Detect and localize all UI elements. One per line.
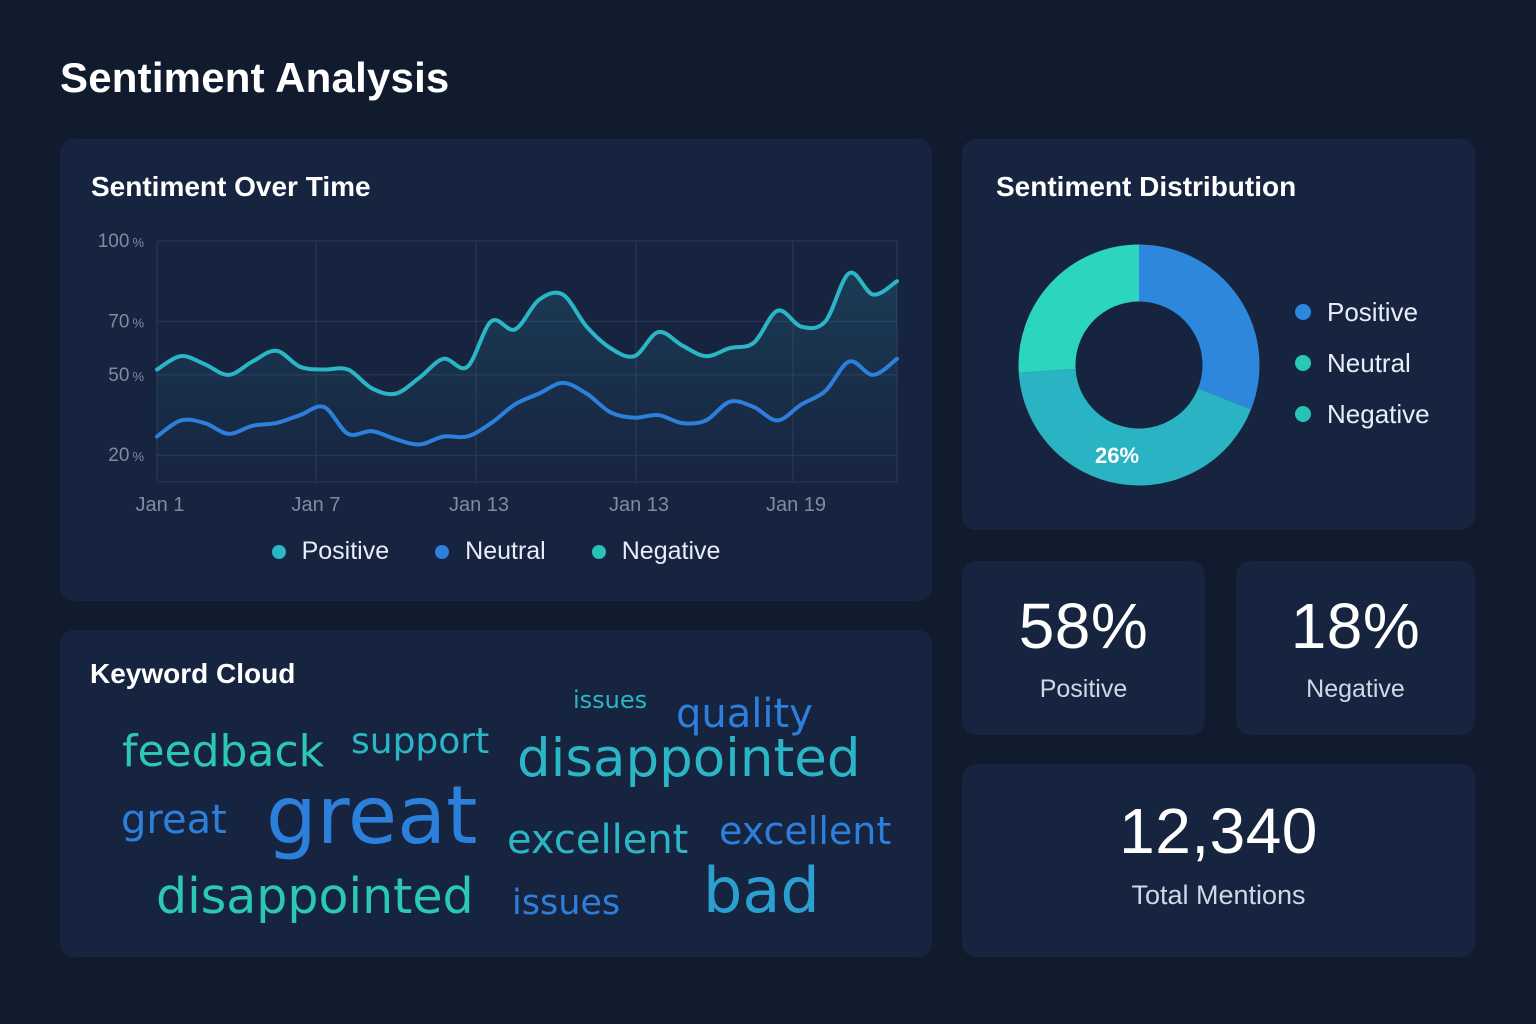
dist-legend-negative[interactable]: Negative [1295, 398, 1430, 429]
dist-legend-dot-negative [1295, 406, 1311, 422]
legend-dot-neutral [435, 544, 450, 559]
total-mentions-card: 12,340 Total Mentions [962, 764, 1475, 957]
dist-legend-neutral[interactable]: Neutral [1295, 347, 1430, 378]
sentiment-distribution-card: Sentiment Distribution 26% Positive Neut… [962, 139, 1475, 530]
sentiment-over-time-card: Sentiment Over Time 100% 70% 50% 20% Jan 1 Ja… [60, 139, 932, 601]
dist-legend-label-positive: Positive [1327, 296, 1419, 327]
distribution-legend: Positive Neutral Negative [1295, 296, 1430, 451]
donut-slice-neutral [1018, 367, 1252, 486]
keyword-word[interactable]: issues [512, 883, 621, 923]
donut-slice-negative [1018, 244, 1141, 373]
legend-dot-positive [271, 544, 286, 559]
keyword-word[interactable]: excellent [507, 817, 689, 863]
positive-kpi-value: 58% [1018, 590, 1149, 662]
dist-legend-dot-positive [1295, 304, 1311, 320]
dist-legend-label-neutral: Neutral [1327, 347, 1411, 378]
y-tick-label: 70% [108, 311, 144, 332]
series-line-positive [155, 270, 899, 397]
legend-item-positive[interactable]: Positive [271, 537, 390, 566]
keyword-word[interactable]: great [121, 797, 227, 843]
sentiment-distribution-title: Sentiment Distribution [996, 171, 1297, 202]
negative-kpi-card: 18% Negative [1236, 561, 1475, 735]
keyword-cloud-card: Keyword Cloud issues quality feedback su… [60, 630, 932, 957]
x-tick-label: Jan 13 [449, 494, 509, 516]
legend-label-negative: Negative [621, 537, 721, 565]
keyword-word[interactable]: issues [573, 686, 648, 714]
y-tick-label: 100% [98, 231, 145, 252]
legend-item-negative[interactable]: Negative [591, 537, 721, 566]
keyword-cloud-title: Keyword Cloud [90, 658, 296, 689]
dist-legend-label-negative: Negative [1327, 398, 1430, 429]
keyword-word[interactable]: feedback [122, 726, 325, 777]
keyword-word[interactable]: support [351, 721, 490, 762]
legend-label-positive: Positive [301, 537, 390, 565]
legend-item-neutral[interactable]: Neutral [435, 537, 546, 566]
total-mentions-value: 12,340 [1119, 795, 1318, 867]
total-mentions-label: Total Mentions [1131, 880, 1306, 910]
negative-kpi-label: Negative [1306, 675, 1405, 703]
dist-legend-dot-neutral [1295, 355, 1311, 371]
x-tick-label: Jan 1 [136, 494, 185, 516]
sentiment-donut-chart: 26% [1018, 244, 1260, 486]
trend-legend: Positive Neutral Negative [60, 537, 932, 566]
x-tick-label: Jan 19 [766, 494, 826, 516]
sentiment-over-time-title: Sentiment Over Time [91, 171, 371, 202]
series-area-positive [157, 272, 897, 482]
keyword-word[interactable]: disappointed [156, 868, 474, 925]
legend-dot-negative [591, 544, 606, 559]
page-title: Sentiment Analysis [60, 54, 450, 101]
y-tick-label: 50% [108, 365, 144, 386]
x-tick-label: Jan 7 [292, 494, 341, 516]
keyword-word[interactable]: bad [703, 854, 820, 927]
sentiment-line-chart: 100 % 70 % 50 % 20 % Jan 1 Jan 7 Jan 13 Jan 13 Jan 1… [98, 231, 899, 516]
donut-slice-label: 26% [1095, 443, 1139, 468]
donut-slice-positive [1137, 244, 1260, 410]
legend-label-neutral: Neutral [465, 537, 546, 565]
y-tick-label: 20% [108, 445, 144, 466]
negative-kpi-value: 18% [1290, 590, 1421, 662]
keyword-word[interactable]: great [266, 769, 478, 862]
keyword-word[interactable]: disappointed [517, 728, 861, 789]
x-tick-label: Jan 13 [609, 494, 669, 516]
keyword-word[interactable]: quality [676, 691, 813, 737]
dist-legend-positive[interactable]: Positive [1295, 296, 1430, 327]
positive-kpi-card: 58% Positive [962, 561, 1205, 735]
keyword-word[interactable]: excellent [719, 809, 892, 853]
positive-kpi-label: Positive [1039, 675, 1128, 703]
series-line-neutral [155, 356, 899, 447]
